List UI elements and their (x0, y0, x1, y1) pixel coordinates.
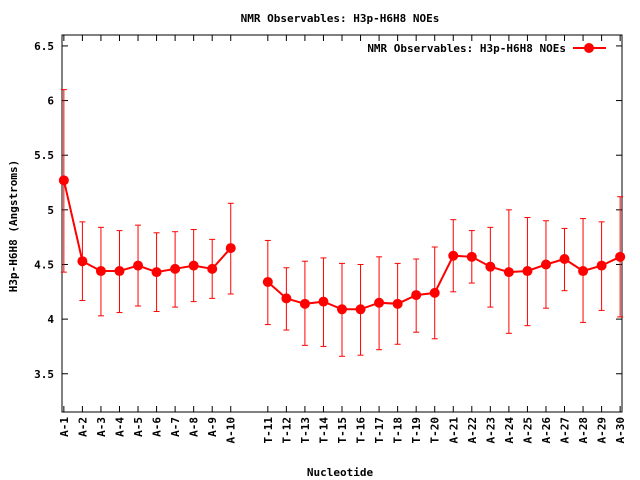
data-point (77, 256, 88, 267)
axes-layer: 3.5 4 4.5 5 5.5 6 6.5 A-1 A-2 A-3 A-4 A-5 A-6 A-7 A-8 A… (34, 34, 627, 444)
data-point (95, 266, 106, 277)
error-bars-layer (60, 89, 624, 357)
x-tick-label: A-29 (596, 417, 609, 444)
x-tick-label: A-6 (151, 417, 164, 437)
y-tick-label: 3.5 (34, 368, 54, 381)
data-point (485, 261, 496, 272)
x-tick-label: A-2 (76, 417, 89, 437)
x-tick-label: A-10 (225, 417, 238, 444)
x-tick-label: A-26 (540, 417, 553, 444)
data-point (170, 263, 181, 274)
data-point (429, 287, 440, 298)
x-tick-label: A-21 (447, 417, 460, 444)
x-tick-label: A-3 (95, 417, 108, 437)
data-point (578, 266, 589, 277)
data-point (58, 175, 69, 186)
series-line-segment (62, 180, 232, 274)
x-tick-label: T-15 (336, 417, 349, 444)
data-point (615, 251, 626, 262)
data-points-layer (58, 175, 626, 315)
y-axis-label: H3p-H6H8 (Angstroms) (7, 160, 20, 292)
x-tick-label: T-12 (280, 417, 293, 444)
x-tick-label: A-8 (188, 417, 201, 437)
x-tick-label: A-4 (113, 417, 126, 437)
data-point (559, 254, 570, 265)
y-tick-label: 5.5 (34, 149, 54, 162)
y-tick-label: 5 (47, 204, 54, 217)
data-point (522, 266, 533, 277)
data-point (448, 250, 459, 261)
y-tick-label: 4.5 (34, 258, 54, 271)
data-point (188, 260, 199, 271)
x-tick-label: A-24 (503, 417, 516, 444)
data-point (374, 297, 385, 308)
x-tick-label: T-17 (373, 417, 386, 444)
data-point (281, 293, 292, 304)
data-point (596, 260, 607, 271)
x-tick-label: T-18 (392, 417, 405, 444)
data-point (503, 267, 514, 278)
chart-title: NMR Observables: H3p-H6H8 NOEs (241, 12, 440, 25)
y-tick-label: 6.5 (34, 40, 54, 53)
y-tick-label: 4 (47, 313, 54, 326)
x-tick-label: A-9 (206, 417, 219, 437)
y-tick-label: 6 (47, 95, 54, 108)
data-point (466, 251, 477, 262)
data-point (392, 298, 403, 309)
data-point (355, 304, 366, 315)
data-point (337, 304, 347, 315)
x-axis-label: Nucleotide (307, 466, 374, 479)
x-tick-label: T-11 (262, 417, 275, 444)
data-point (299, 298, 310, 309)
x-tick-label: T-20 (429, 417, 442, 444)
data-point (207, 263, 218, 274)
data-point (133, 260, 144, 271)
x-tick-label: A-25 (521, 417, 534, 444)
data-point (411, 290, 422, 301)
x-tick-label: A-22 (466, 417, 479, 444)
x-tick-label: A-30 (614, 417, 627, 444)
data-point (114, 266, 125, 277)
data-point (262, 276, 273, 287)
x-tick-label: A-28 (577, 417, 590, 444)
x-tick-label: A-1 (58, 417, 71, 437)
data-point (540, 259, 551, 270)
data-point (225, 243, 236, 254)
legend-label: NMR Observables: H3p-H6H8 NOEs (367, 42, 566, 55)
legend-marker (584, 43, 594, 53)
x-tick-label: A-27 (559, 417, 572, 444)
x-tick-label: A-7 (169, 417, 182, 437)
data-point (318, 296, 329, 307)
x-tick-label: T-14 (317, 417, 330, 444)
x-tick-label: A-23 (484, 417, 497, 444)
data-point (151, 267, 162, 278)
x-tick-label: T-19 (410, 417, 423, 444)
x-tick-label: A-5 (132, 417, 145, 437)
legend: NMR Observables: H3p-H6H8 NOEs (367, 42, 606, 55)
x-tick-label: T-16 (355, 417, 368, 444)
x-tick-label: T-13 (299, 417, 312, 444)
